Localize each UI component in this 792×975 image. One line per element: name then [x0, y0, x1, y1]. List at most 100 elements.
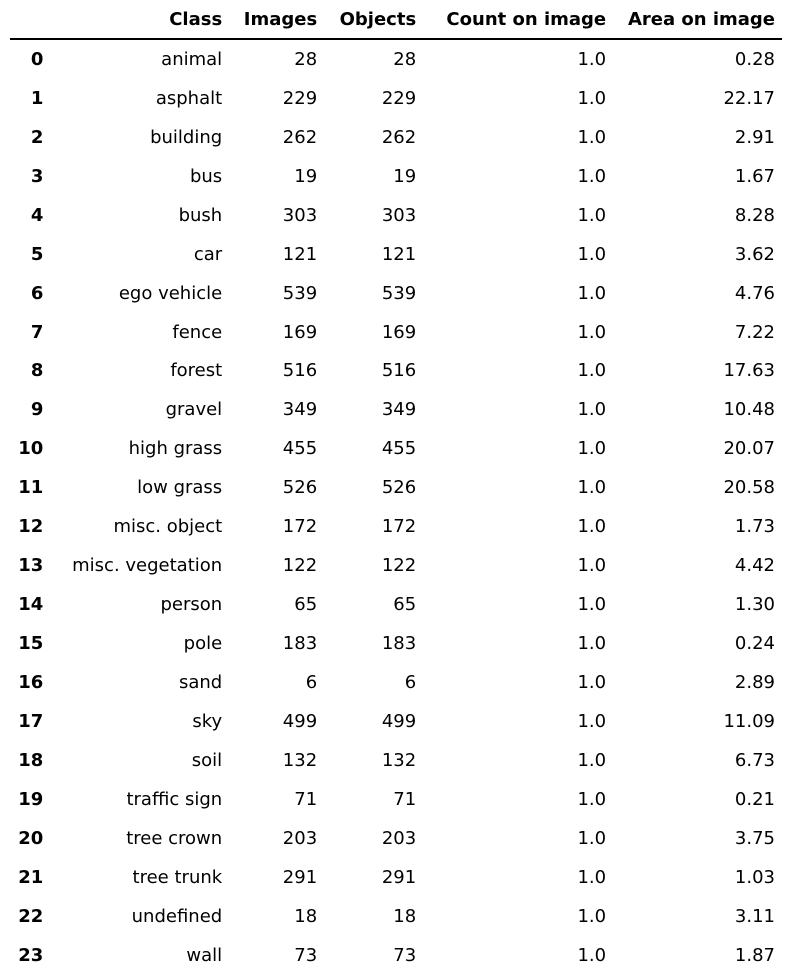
images-cell: 203 — [282, 827, 318, 849]
class-name-cell: high grass — [128, 438, 223, 460]
count-on-image-cell: 1.0 — [577, 126, 607, 148]
area-on-image-cell: 1.87 — [734, 944, 775, 966]
count-on-image-cell: 1.0 — [577, 87, 607, 109]
count-on-image-cell: 1.0 — [577, 516, 607, 538]
class-name-cell: tree trunk — [132, 866, 223, 888]
count-on-image-cell: 1.0 — [577, 827, 607, 849]
area-on-image-cell: 2.89 — [734, 671, 775, 693]
objects-cell: 71 — [393, 788, 417, 810]
count-on-image-cell: 1.0 — [577, 594, 607, 616]
row-index: 6 — [30, 282, 44, 304]
table-row: 2 building 262 262 1.0 2.91 — [10, 118, 782, 157]
area-on-image-cell: 1.73 — [734, 516, 775, 538]
row-index: 21 — [18, 866, 44, 888]
area-on-image-cell: 1.67 — [734, 165, 775, 187]
table-row: 6 ego vehicle 539 539 1.0 4.76 — [10, 274, 782, 313]
objects-cell: 203 — [381, 827, 417, 849]
images-cell: 121 — [282, 243, 318, 265]
row-index: 9 — [30, 399, 44, 421]
row-index: 5 — [30, 243, 44, 265]
class-name-cell: misc. vegetation — [72, 555, 223, 577]
class-name-cell: forest — [170, 360, 223, 382]
table-row: 1 asphalt 229 229 1.0 22.17 — [10, 79, 782, 118]
objects-cell: 229 — [381, 87, 417, 109]
objects-cell: 122 — [381, 555, 417, 577]
area-on-image-cell: 0.24 — [734, 633, 775, 655]
class-name-cell: misc. object — [113, 516, 223, 538]
class-name-cell: fence — [172, 321, 223, 343]
area-on-image-cell: 1.03 — [734, 866, 775, 888]
images-cell: 183 — [282, 633, 318, 655]
class-name-cell: car — [193, 243, 223, 265]
count-on-image-cell: 1.0 — [577, 243, 607, 265]
area-on-image-cell: 11.09 — [723, 710, 775, 732]
column-header-objects: Objects — [317, 0, 417, 40]
images-cell: 499 — [282, 710, 318, 732]
images-cell: 172 — [282, 516, 318, 538]
objects-cell: 516 — [381, 360, 417, 382]
objects-cell: 499 — [381, 710, 417, 732]
images-cell: 19 — [294, 165, 318, 187]
table-row: 4 bush 303 303 1.0 8.28 — [10, 196, 782, 235]
images-cell: 73 — [294, 944, 318, 966]
table-row: 14 person 65 65 1.0 1.30 — [10, 585, 782, 624]
class-name-cell: sky — [192, 710, 223, 732]
row-index: 7 — [30, 321, 44, 343]
class-name-cell: traffic sign — [126, 788, 223, 810]
area-on-image-cell: 4.76 — [734, 282, 775, 304]
class-name-cell: pole — [183, 633, 223, 655]
objects-cell: 183 — [381, 633, 417, 655]
row-index: 4 — [30, 204, 44, 226]
images-cell: 18 — [294, 905, 318, 927]
row-index: 17 — [18, 710, 44, 732]
objects-cell: 121 — [381, 243, 417, 265]
area-on-image-cell: 8.28 — [734, 204, 775, 226]
table-row: 9 gravel 349 349 1.0 10.48 — [10, 390, 782, 429]
table-row: 12 misc. object 172 172 1.0 1.73 — [10, 507, 782, 546]
area-on-image-cell: 4.42 — [734, 555, 775, 577]
row-index: 23 — [18, 944, 44, 966]
objects-cell: 291 — [381, 866, 417, 888]
row-index: 18 — [18, 749, 44, 771]
count-on-image-cell: 1.0 — [577, 399, 607, 421]
class-name-cell: undefined — [131, 905, 223, 927]
table-row: 10 high grass 455 455 1.0 20.07 — [10, 429, 782, 468]
objects-cell: 132 — [381, 749, 417, 771]
class-name-cell: wall — [186, 944, 223, 966]
table-row: 7 fence 169 169 1.0 7.22 — [10, 313, 782, 352]
count-on-image-cell: 1.0 — [577, 866, 607, 888]
table-row: 17 sky 499 499 1.0 11.09 — [10, 702, 782, 741]
images-cell: 6 — [305, 671, 318, 693]
class-name-cell: low grass — [137, 477, 223, 499]
images-cell: 262 — [282, 126, 318, 148]
objects-cell: 172 — [381, 516, 417, 538]
class-name-cell: building — [150, 126, 223, 148]
row-index: 15 — [18, 633, 44, 655]
images-cell: 291 — [282, 866, 318, 888]
objects-cell: 526 — [381, 477, 417, 499]
table-row: 20 tree crown 203 203 1.0 3.75 — [10, 819, 782, 858]
count-on-image-cell: 1.0 — [577, 165, 607, 187]
area-on-image-cell: 6.73 — [734, 749, 775, 771]
row-index: 12 — [18, 516, 44, 538]
area-on-image-cell: 0.28 — [734, 48, 775, 70]
count-on-image-cell: 1.0 — [577, 671, 607, 693]
column-header-images: Images — [222, 0, 318, 40]
images-cell: 349 — [282, 399, 318, 421]
row-index: 2 — [30, 126, 44, 148]
images-cell: 71 — [294, 788, 318, 810]
row-index: 22 — [18, 905, 44, 927]
images-cell: 65 — [294, 594, 318, 616]
images-cell: 169 — [282, 321, 318, 343]
count-on-image-cell: 1.0 — [577, 360, 607, 382]
row-index: 13 — [18, 555, 44, 577]
images-cell: 526 — [282, 477, 318, 499]
row-index: 11 — [18, 477, 44, 499]
area-on-image-cell: 17.63 — [723, 360, 775, 382]
objects-cell: 28 — [393, 48, 417, 70]
images-cell: 132 — [282, 749, 318, 771]
area-on-image-cell: 0.21 — [734, 788, 775, 810]
class-name-cell: person — [160, 594, 223, 616]
objects-cell: 539 — [381, 282, 417, 304]
class-name-cell: gravel — [165, 399, 223, 421]
